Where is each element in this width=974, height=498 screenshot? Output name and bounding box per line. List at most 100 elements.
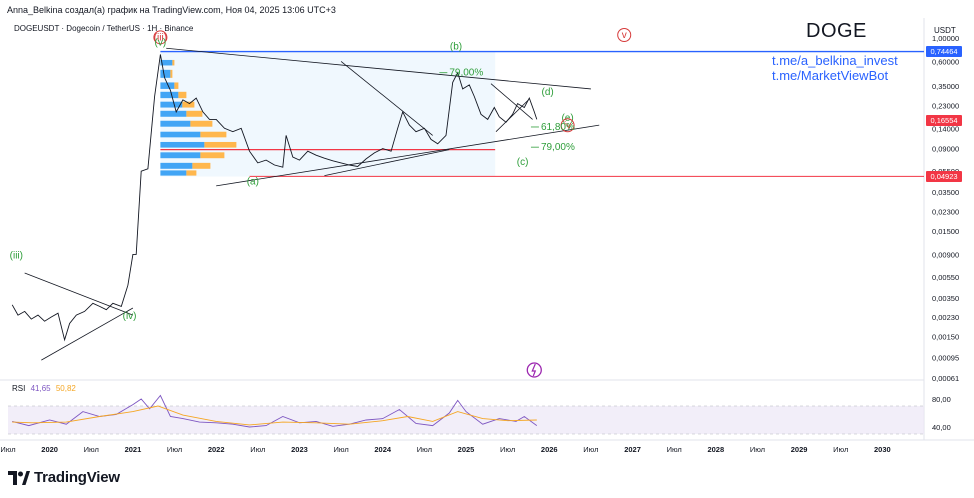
vp-bar-buy <box>160 101 183 108</box>
rsi-band <box>8 406 924 434</box>
trendline <box>166 47 591 90</box>
telegram-link-2[interactable]: t.me/MarketViewBot <box>772 68 889 83</box>
y-tick-label: 0,02300 <box>932 207 959 216</box>
telegram-link-1[interactable]: t.me/a_belkina_invest <box>772 53 898 68</box>
tradingview-logo-text: TradingView <box>34 469 120 486</box>
vp-bar-sell <box>204 141 237 148</box>
wave-label-circle <box>153 30 168 45</box>
wave-label: (iii) <box>10 251 23 262</box>
rsi-ma-line <box>12 405 537 426</box>
vp-bar-sell <box>170 69 173 78</box>
x-tick-label: Июл <box>333 445 348 454</box>
vp-bar-buy <box>160 59 173 66</box>
wave-label: v <box>622 30 627 41</box>
vp-bar-buy <box>160 120 191 127</box>
vp-bar-sell <box>192 162 211 169</box>
currency-label: USDT <box>934 26 956 35</box>
trendline <box>495 99 529 132</box>
vp-bar-buy <box>160 141 205 148</box>
trendline <box>340 61 433 136</box>
x-tick-label: 2021 <box>125 445 142 454</box>
vp-bar-sell <box>174 82 179 89</box>
x-tick-label: Июл <box>250 445 265 454</box>
x-tick-label: Июл <box>417 445 432 454</box>
wave-label: iv <box>564 120 571 131</box>
volume-profile <box>160 59 237 176</box>
x-tick-label: Июл <box>0 445 15 454</box>
vp-bar-sell <box>172 59 175 66</box>
x-tick-label: 2020 <box>41 445 58 454</box>
y-tick-label: 0,23000 <box>932 102 959 111</box>
wave-label: (iii) <box>154 32 167 43</box>
vp-bar-sell <box>200 152 225 159</box>
x-tick-label: 2023 <box>291 445 308 454</box>
wave-label-circle <box>560 118 575 133</box>
wave-label-circle <box>617 28 632 42</box>
y-tick-label: 0,14000 <box>932 124 959 133</box>
x-tick-label: 2027 <box>624 445 641 454</box>
trendlines <box>24 47 600 361</box>
wave-label: (c) <box>517 157 529 168</box>
x-tick-label: Июл <box>750 445 765 454</box>
wave-label: (b) <box>450 41 462 52</box>
replay-icon-bolt <box>531 363 537 377</box>
x-tick-label: Июл <box>833 445 848 454</box>
vp-bar-buy <box>160 69 171 78</box>
x-tick-label: Июл <box>500 445 515 454</box>
vp-bar-sell <box>200 131 227 138</box>
trendline <box>41 307 134 361</box>
wave-label: (iv) <box>123 311 137 322</box>
vp-bar-buy <box>160 82 175 89</box>
vp-bar-buy <box>160 91 179 99</box>
rsi-y-tick-label: 80,00 <box>932 395 951 404</box>
y-tick-label: 0,09000 <box>932 145 959 154</box>
vp-bar-buy <box>160 170 187 176</box>
y-tick-label: 0,00900 <box>932 250 959 259</box>
x-tick-label: 2022 <box>208 445 225 454</box>
rsi-legend-name: RSI <box>12 384 26 393</box>
trendline <box>324 149 450 176</box>
y-tick-label: 0,00350 <box>932 294 959 303</box>
y-tick-label: 0,00095 <box>932 354 959 363</box>
y-tick-label: 0,35000 <box>932 82 959 91</box>
y-tick-label: 0,60000 <box>932 57 959 66</box>
wave-label: (v) <box>155 37 167 48</box>
rsi-legend: RSI 41,65 50,82 <box>12 384 76 393</box>
vp-bar-buy <box>160 131 201 138</box>
x-tick-label: Июл <box>583 445 598 454</box>
price-axis-label: 0,16554 <box>926 115 962 127</box>
tradingview-logo[interactable]: TradingView <box>8 469 120 486</box>
trendline <box>24 272 134 316</box>
wave-label: (a) <box>247 177 259 188</box>
fib-label: 79,00% <box>449 68 483 79</box>
replay-icon <box>526 362 542 378</box>
rsi-y-tick-label: 40,00 <box>932 423 951 432</box>
x-tick-label: 2028 <box>707 445 724 454</box>
price-axis-label: 0,74464 <box>926 46 962 58</box>
vp-bar-sell <box>190 120 213 127</box>
y-tick-label: 0,00150 <box>932 333 959 342</box>
trendline <box>490 83 533 120</box>
y-tick-label: 0,00061 <box>932 374 959 383</box>
x-tick-label: Июл <box>667 445 682 454</box>
y-tick-label: 0,00550 <box>932 273 959 282</box>
wave-label: (d) <box>541 87 553 98</box>
y-tick-label: 0,03500 <box>932 188 959 197</box>
y-tick-label: 0,01500 <box>932 227 959 236</box>
fib-label: 61,80% <box>541 122 575 133</box>
vp-bar-sell <box>186 110 203 117</box>
symbol-line: DOGEUSDT · Dogecoin / TetherUS · 1H · Bi… <box>14 24 194 33</box>
x-tick-label: 2030 <box>874 445 891 454</box>
y-tick-label: 0,00230 <box>932 313 959 322</box>
x-tick-label: Июл <box>84 445 99 454</box>
x-tick-label: 2024 <box>374 445 392 454</box>
vp-bar-buy <box>160 162 193 169</box>
ticker-title: DOGE <box>806 20 867 42</box>
wave-label: (e) <box>561 113 573 124</box>
y-tick-label: 1,00000 <box>932 34 959 43</box>
x-tick-label: 2026 <box>541 445 558 454</box>
rsi-ma-legend-value: 50,82 <box>55 384 76 393</box>
vp-bar-buy <box>160 152 201 159</box>
x-tick-label: 2025 <box>458 445 475 454</box>
